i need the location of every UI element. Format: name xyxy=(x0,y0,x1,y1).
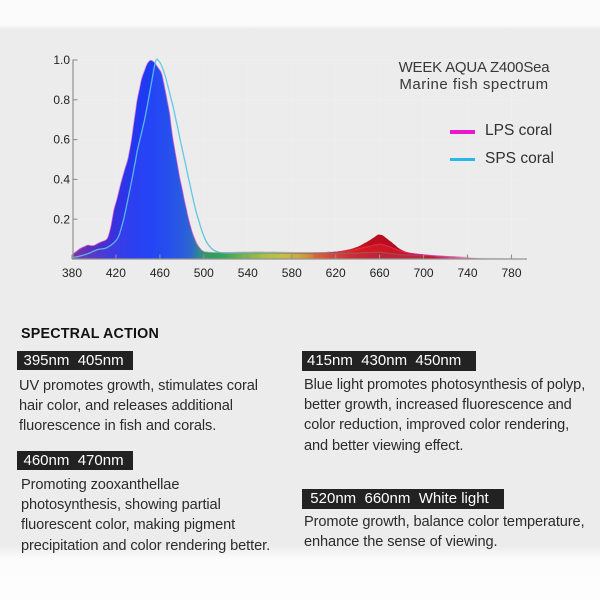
svg-text:700: 700 xyxy=(414,266,434,280)
svg-text:500: 500 xyxy=(194,266,214,280)
svg-text:460: 460 xyxy=(150,266,170,280)
svg-text:0.8: 0.8 xyxy=(53,93,70,107)
svg-text:0.6: 0.6 xyxy=(53,133,70,147)
svg-text:420: 420 xyxy=(106,266,126,280)
svg-text:660: 660 xyxy=(370,266,390,280)
svg-text:0.2: 0.2 xyxy=(53,212,70,226)
svg-text:580: 580 xyxy=(282,266,302,280)
svg-text:620: 620 xyxy=(326,266,346,280)
svg-text:1.0: 1.0 xyxy=(53,53,70,67)
svg-text:540: 540 xyxy=(238,266,258,280)
svg-text:780: 780 xyxy=(501,266,521,280)
svg-text:740: 740 xyxy=(457,266,477,280)
svg-text:0.4: 0.4 xyxy=(53,173,70,187)
svg-text:380: 380 xyxy=(62,266,82,280)
